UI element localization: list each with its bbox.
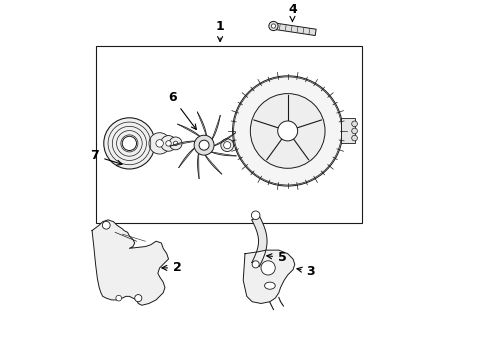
Circle shape	[252, 261, 259, 268]
Circle shape	[169, 137, 182, 150]
Text: 3: 3	[297, 265, 315, 278]
Text: 2: 2	[162, 261, 182, 274]
Circle shape	[156, 140, 163, 147]
Text: 4: 4	[288, 3, 297, 22]
Circle shape	[271, 24, 275, 28]
Polygon shape	[273, 23, 316, 36]
Circle shape	[161, 136, 176, 151]
Circle shape	[102, 221, 110, 229]
Ellipse shape	[265, 282, 275, 289]
Polygon shape	[197, 151, 199, 179]
Polygon shape	[243, 250, 295, 303]
Circle shape	[199, 140, 209, 150]
Circle shape	[166, 141, 171, 146]
Polygon shape	[204, 153, 222, 174]
Polygon shape	[211, 116, 220, 141]
Circle shape	[104, 118, 155, 169]
Polygon shape	[171, 141, 197, 146]
Text: 6: 6	[168, 91, 196, 130]
Polygon shape	[209, 151, 236, 156]
Circle shape	[251, 211, 260, 220]
Circle shape	[352, 135, 357, 141]
Circle shape	[352, 121, 357, 127]
Polygon shape	[178, 124, 201, 138]
Polygon shape	[212, 133, 236, 147]
Polygon shape	[92, 220, 169, 305]
Circle shape	[194, 135, 214, 155]
Text: 7: 7	[91, 149, 122, 165]
Circle shape	[250, 94, 325, 168]
Circle shape	[233, 76, 343, 186]
Bar	[341, 118, 355, 143]
Bar	[96, 46, 363, 224]
Text: 1: 1	[216, 19, 224, 41]
Circle shape	[261, 261, 275, 275]
Circle shape	[149, 133, 171, 154]
Circle shape	[223, 141, 231, 149]
Circle shape	[135, 294, 142, 302]
Text: 5: 5	[267, 251, 287, 264]
Circle shape	[173, 141, 178, 146]
Circle shape	[116, 295, 122, 301]
Circle shape	[269, 21, 278, 31]
Circle shape	[122, 136, 137, 150]
Polygon shape	[252, 216, 267, 266]
Circle shape	[278, 121, 297, 141]
Circle shape	[221, 139, 234, 152]
Polygon shape	[179, 147, 196, 167]
Polygon shape	[197, 112, 207, 138]
Circle shape	[352, 128, 357, 134]
